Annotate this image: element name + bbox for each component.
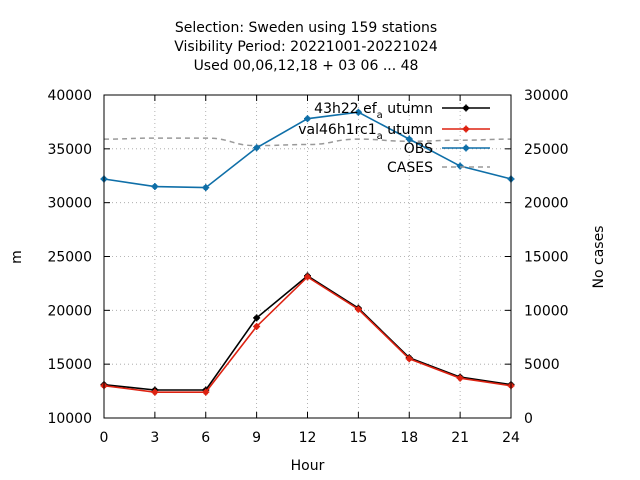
data-point xyxy=(253,315,260,321)
data-point xyxy=(457,163,463,169)
y2-tick-label: 30000 xyxy=(524,88,569,104)
y2-axis-label: No cases xyxy=(591,226,607,289)
y-tick-label: 35000 xyxy=(47,142,92,158)
y-tick-label: 10000 xyxy=(47,411,92,427)
legend-label: val46h1rc1a utumn xyxy=(298,122,433,142)
data-point xyxy=(406,355,413,362)
data-point xyxy=(152,389,158,395)
y2-tick-label: 20000 xyxy=(524,196,569,212)
data-point xyxy=(202,389,209,395)
data-point xyxy=(253,323,260,330)
series-obs xyxy=(100,108,515,192)
y-tick-label: 25000 xyxy=(47,250,92,266)
data-point xyxy=(152,183,158,190)
series-line xyxy=(103,137,512,147)
data-point xyxy=(355,306,362,313)
x-tick-label: 6 xyxy=(201,430,210,446)
x-tick-label: 12 xyxy=(299,430,317,446)
chart-title-line: Used 00,06,12,18 + 03 06 ... 48 xyxy=(194,58,419,74)
grid xyxy=(104,95,511,418)
y2-tick-label: 5000 xyxy=(524,357,560,373)
y2-tick-label: 15000 xyxy=(524,250,569,266)
legend-label: OBS xyxy=(404,141,433,157)
x-tick-label: 24 xyxy=(502,430,520,446)
x-tick-label: 9 xyxy=(252,430,261,446)
legend-marker xyxy=(463,145,469,151)
y2-tick-label: 0 xyxy=(524,411,533,427)
y2-tick-label: 25000 xyxy=(524,142,569,158)
x-axis-label: Hour xyxy=(291,458,325,474)
legend-marker xyxy=(463,105,469,111)
x-tick-label: 0 xyxy=(100,430,109,446)
y2-tick-label: 10000 xyxy=(524,303,569,319)
data-point xyxy=(406,136,413,142)
chart-title: Selection: Sweden using 159 stations Visi… xyxy=(174,20,438,74)
ticks: 0 3 6 9 12 15 18 21 24 10000 15000 20000 25000 30000 3… xyxy=(47,88,568,446)
series-val46h1rc1-a-utumn xyxy=(100,273,515,396)
data-point xyxy=(253,144,260,151)
y-axis-label: m xyxy=(9,250,25,264)
series-group xyxy=(100,108,515,396)
series-line xyxy=(103,275,512,393)
data-point xyxy=(304,274,311,280)
y-tick-label: 15000 xyxy=(47,357,92,373)
series-line xyxy=(103,274,512,391)
data-point xyxy=(304,115,311,122)
data-point xyxy=(202,184,209,191)
legend-label: 43h22 efa utumn xyxy=(314,101,433,121)
x-tick-label: 18 xyxy=(400,430,418,446)
x-tick-label: 3 xyxy=(150,430,159,446)
x-tick-label: 21 xyxy=(451,430,469,446)
y-tick-label: 20000 xyxy=(47,303,92,319)
data-point xyxy=(355,109,362,116)
chart-title-line: Selection: Sweden using 159 stations xyxy=(175,20,437,36)
legend-label: CASES xyxy=(387,160,433,176)
data-point xyxy=(457,375,463,381)
y-tick-label: 30000 xyxy=(47,196,92,212)
y-tick-label: 40000 xyxy=(47,88,92,104)
chart-title-line: Visibility Period: 20221001-20221024 xyxy=(174,39,438,55)
x-tick-label: 15 xyxy=(349,430,367,446)
legend-marker xyxy=(463,126,469,132)
series-cases xyxy=(103,137,512,147)
